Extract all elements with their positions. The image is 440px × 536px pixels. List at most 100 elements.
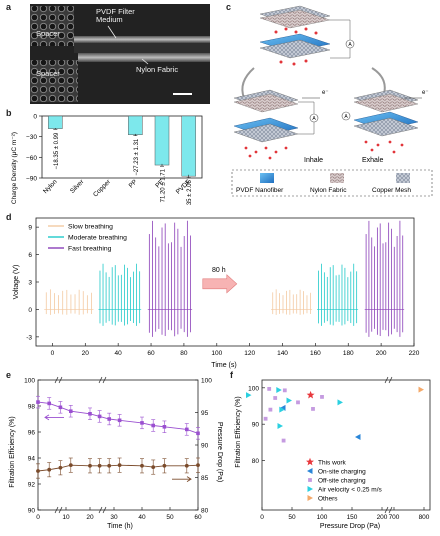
chart-d-trace (271, 289, 313, 315)
chart-f-xlabel: Pressure Drop (Pa) (320, 523, 380, 530)
chart-f-point (281, 438, 286, 443)
chart-f-point (276, 386, 282, 393)
chart-f-legend-label: Off-site charging (318, 478, 366, 485)
chart-b-ytick-label: −90 (26, 176, 37, 183)
sem-micrograph: Spacer Spacer PVDF Filter Medium Nylon F… (30, 4, 210, 104)
chart-d-xtick-label: 200 (376, 350, 387, 357)
chart-b-ylabel: Charge Density (μC m⁻²) (11, 132, 18, 204)
chart-d-xtick-label: 80 (180, 350, 188, 357)
chart-e-marker (47, 467, 52, 472)
legend-box (231, 169, 433, 197)
chart-d-xtick-label: 160 (310, 350, 321, 357)
chart-d-ytick-label: 6 (28, 252, 32, 259)
chart-e-marker (151, 465, 156, 469)
panel-letter-c: c (226, 2, 232, 12)
chart-f-legend-marker (306, 457, 314, 466)
panel-letter-e: e (6, 370, 12, 380)
chart-f-legend-marker (307, 495, 313, 501)
chart-e-ytick-left-label: 92 (28, 482, 36, 489)
chart-d-xtick-label: 0 (51, 350, 55, 357)
stack-inhale: A e⁻ (233, 89, 329, 160)
chart-b-frame (41, 115, 203, 179)
chart-d-xtick-label: 60 (147, 350, 155, 357)
chart-d-ytick-label: 9 (28, 225, 32, 232)
chart-b-category-label: PE (154, 178, 166, 190)
chart-e-ylabel-right: Pressure Drop (Pa) (216, 422, 223, 482)
chart-f-point (306, 390, 315, 399)
mechanism-diagram: A A e⁻ Inhale A e⁻ Exha (231, 5, 433, 197)
chart-e-marker (107, 463, 112, 468)
electron-exhale: e⁻ (422, 90, 429, 96)
chart-e-marker (97, 463, 102, 468)
svg-text:Copper Mesh: Copper Mesh (372, 187, 411, 194)
chart-d-xtick-label: 180 (343, 350, 354, 357)
chart-e-xtick-label: 20 (86, 514, 94, 521)
chart-f-ytick-label: 100 (248, 385, 259, 392)
chart-b-ytick-label: −30 (26, 134, 37, 141)
label-spacer-bottom: Spacer (36, 69, 60, 78)
chart-f-point (273, 396, 278, 400)
chart-f-point (311, 407, 315, 411)
stack-top: A (259, 5, 355, 66)
chart-f-point (296, 400, 300, 405)
panel-letter-f: f (230, 370, 233, 380)
chart-e-xtick-label: 40 (138, 514, 146, 521)
chart-f-ylabel: Filtration Efficiency (%) (235, 396, 242, 467)
chart-e-axis-break (98, 506, 107, 514)
chart-b-bar (48, 115, 63, 129)
electron-inhale: e⁻ (322, 90, 329, 96)
chart-f-point (267, 386, 272, 391)
chart-e-ytick-left-label: 96 (28, 430, 36, 437)
chart-e-ytick-left-label: 100 (24, 378, 35, 385)
label-inhale: Inhale (304, 157, 323, 164)
chart-d-arrow-label: 80 h (212, 267, 226, 274)
chart-e-xtick-label: 30 (110, 514, 118, 521)
charge-dots-top (274, 27, 318, 66)
chart-f-xtick-label: 0 (260, 514, 264, 521)
chart-b-bar (181, 115, 196, 177)
chart-e-marker (196, 431, 200, 436)
chart-d-ylabel: Voltage (V) (13, 265, 20, 300)
chart-b-ytick-label: −60 (26, 155, 37, 162)
ammeter-exhale: A (344, 114, 348, 120)
chart-d-xtick-label: 100 (211, 350, 222, 357)
charge-density-chart: Charge Density (μC m⁻²) 0 −30 −60 −90 −18.35… (11, 114, 203, 205)
chart-f-point (277, 423, 283, 430)
chart-e-marker (47, 401, 51, 406)
chart-e-ylabel-left: Filtration Efficiency (%) (9, 416, 16, 487)
chart-e-marker (36, 469, 40, 473)
chart-f-xtick-label: 100 (317, 514, 328, 521)
chart-e-frame (37, 379, 199, 511)
label-nylon-fabric: Nylon Fabric (136, 65, 179, 74)
sem-image (30, 4, 210, 104)
chart-e-xtick-label: 50 (166, 514, 174, 521)
chart-d-xtick-label: 20 (82, 350, 90, 357)
chart-f-legend-marker (308, 478, 312, 482)
voltage-chart: Voltage (V) Time (s) -3 0 3 6 9 0 20 40 60 80 100 1… (13, 217, 420, 369)
chart-e-ytick-right-label: 85 (201, 475, 209, 482)
filtration-time-chart: Filtration Efficiency (%) Pressure Drop … (9, 376, 223, 530)
chart-f-point (263, 416, 268, 421)
chart-f-legend-label: Air velocity < 0.25 m/s (318, 487, 383, 494)
panel-letter-a: a (6, 2, 12, 12)
chart-b-bar (154, 115, 170, 166)
chart-b-category-label: Copper (92, 178, 113, 199)
chart-d-trace (44, 289, 94, 315)
chart-d-legend: Slow breathing Moderate breathing Fast bre… (48, 224, 127, 253)
panel-letter-b: b (6, 108, 12, 118)
chart-e-marker (117, 463, 122, 468)
chart-f-frame (261, 379, 431, 511)
chart-e-marker (88, 463, 92, 468)
chart-e-marker (58, 465, 63, 470)
chart-f-ytick-label: 80 (252, 458, 260, 465)
chart-d-legend-label: Moderate breathing (68, 235, 127, 242)
label-spacer-top: Spacer (36, 29, 60, 38)
ammeter-top: A (348, 42, 352, 48)
chart-d-trace (364, 220, 405, 337)
chart-f-legend-marker (307, 468, 313, 474)
chart-e-xlabel: Time (h) (107, 523, 133, 530)
chart-d-legend-label: Fast breathing (68, 246, 112, 253)
chart-e-marker (36, 400, 40, 404)
chart-d-legend-label: Slow breathing (68, 224, 113, 231)
chart-e-marker (88, 412, 92, 416)
